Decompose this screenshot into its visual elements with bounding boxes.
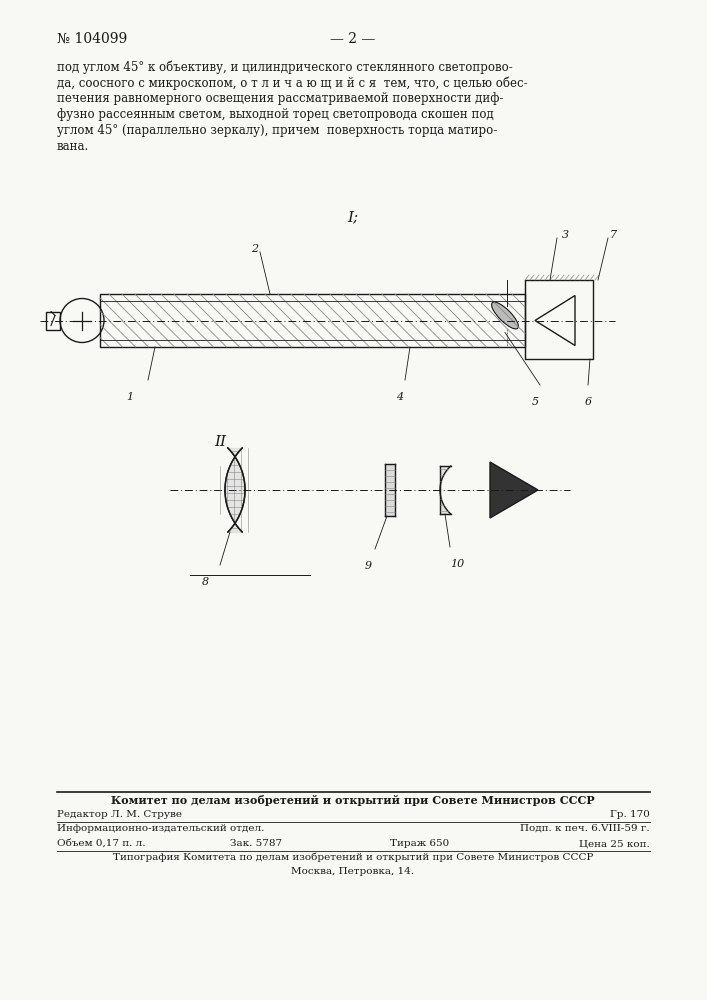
Text: под углом 45° к объективу, и цилиндрического стеклянного светопрово-: под углом 45° к объективу, и цилиндричес… bbox=[57, 60, 513, 74]
Text: 9: 9 bbox=[364, 561, 372, 571]
Text: Гр. 170: Гр. 170 bbox=[610, 810, 650, 819]
Text: I;: I; bbox=[347, 210, 358, 224]
Text: 8: 8 bbox=[201, 577, 209, 587]
Text: 3: 3 bbox=[561, 230, 568, 240]
Text: Редактор Л. М. Струве: Редактор Л. М. Струве bbox=[57, 810, 182, 819]
Text: Комитет по делам изобретений и открытий при Совете Министров СССР: Комитет по делам изобретений и открытий … bbox=[111, 795, 595, 806]
Text: II: II bbox=[214, 435, 226, 449]
Text: углом 45° (параллельно зеркалу), причем  поверхность торца матиро-: углом 45° (параллельно зеркалу), причем … bbox=[57, 124, 497, 137]
Text: Типография Комитета по делам изобретений и открытий при Совете Министров СССР: Типография Комитета по делам изобретений… bbox=[113, 853, 593, 862]
Text: Тираж 650: Тираж 650 bbox=[390, 839, 449, 848]
Text: 1: 1 bbox=[127, 392, 134, 402]
Text: — 2 —: — 2 — bbox=[330, 32, 375, 46]
Text: вана.: вана. bbox=[57, 140, 89, 153]
Text: печения равномерного освещения рассматриваемой поверхности диф-: печения равномерного освещения рассматри… bbox=[57, 92, 503, 105]
Text: Объем 0,17 п. л.: Объем 0,17 п. л. bbox=[57, 839, 146, 848]
Text: 2: 2 bbox=[252, 244, 259, 254]
Text: фузно рассеянным светом, выходной торец светопровода скошен под: фузно рассеянным светом, выходной торец … bbox=[57, 108, 493, 121]
Text: 5: 5 bbox=[532, 397, 539, 407]
Text: 6: 6 bbox=[585, 397, 592, 407]
Text: Москва, Петровка, 14.: Москва, Петровка, 14. bbox=[291, 867, 414, 876]
Text: 4: 4 bbox=[397, 392, 404, 402]
Text: Цена 25 коп.: Цена 25 коп. bbox=[579, 839, 650, 848]
Text: Подп. к печ. 6.VIII-59 г.: Подп. к печ. 6.VIII-59 г. bbox=[520, 824, 650, 833]
Text: 10: 10 bbox=[450, 559, 464, 569]
Text: Зак. 5787: Зак. 5787 bbox=[230, 839, 282, 848]
Text: Информационно-издательский отдел.: Информационно-издательский отдел. bbox=[57, 824, 264, 833]
Ellipse shape bbox=[491, 302, 518, 329]
Text: да, соосного с микроскопом, о т л и ч а ю щ и й с я  тем, что, с целью обес-: да, соосного с микроскопом, о т л и ч а … bbox=[57, 76, 527, 90]
Text: 7: 7 bbox=[609, 230, 617, 240]
Polygon shape bbox=[490, 462, 538, 518]
Text: № 104099: № 104099 bbox=[57, 32, 127, 46]
